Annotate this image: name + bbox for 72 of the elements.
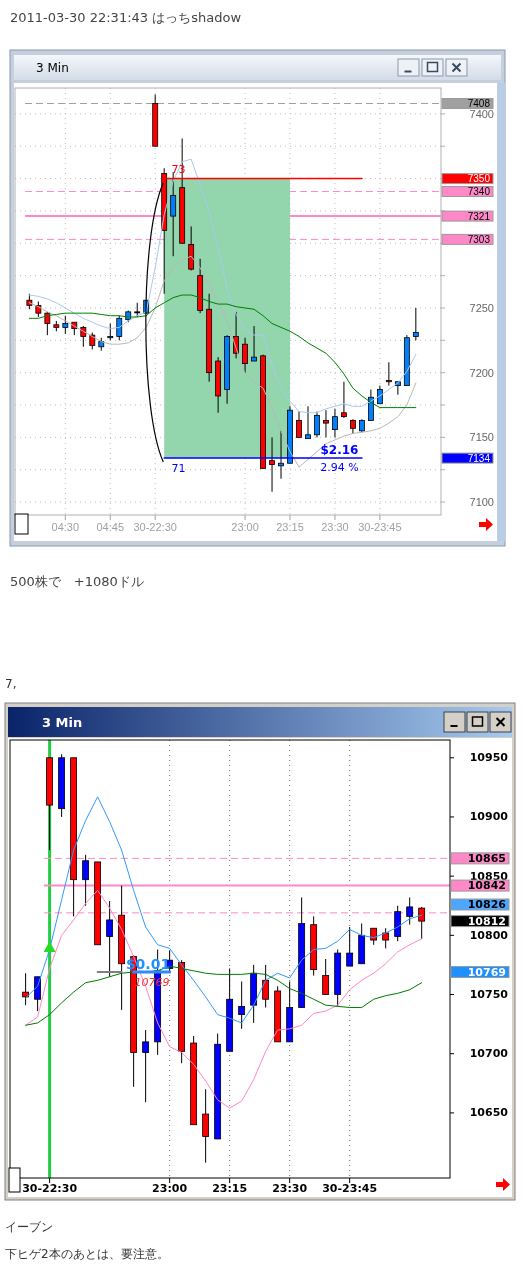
candlestick (242, 337, 248, 374)
y-tick-label: 10750 (469, 988, 509, 1002)
y-tick-label: 7200 (469, 366, 494, 379)
candlestick (412, 307, 419, 341)
y-tick-label: 7250 (469, 301, 494, 314)
candlestick (202, 1088, 210, 1164)
ref-line-label: 10842 (467, 879, 506, 893)
y-tick-label: 7150 (469, 431, 494, 444)
text: 7350 (467, 173, 491, 185)
candlestick (116, 315, 123, 341)
candlestick (332, 408, 338, 438)
candlestick (305, 405, 311, 440)
x-tick-label: 30-22:30 (22, 1182, 78, 1195)
candlestick (82, 854, 90, 907)
candlestick (262, 964, 270, 1009)
candlestick (170, 171, 177, 257)
text: 7, (5, 677, 17, 691)
candlestick (406, 896, 414, 926)
candlestick (341, 381, 347, 419)
y-tick-label: 10800 (469, 928, 509, 942)
annotation: 71 (171, 462, 186, 476)
y-tick-label: 10900 (469, 810, 509, 824)
y-tick-label: 10950 (469, 751, 509, 765)
x-tick-label: 23:30 (321, 521, 349, 533)
candlestick (106, 900, 114, 978)
text: 10812 (467, 914, 506, 928)
text: 500株で +1080ドル (10, 574, 144, 589)
annotation: $2.16 (320, 443, 359, 458)
text: 下ヒゲ2本のあとは、要注意。 (5, 1247, 169, 1261)
line-series (28, 294, 417, 409)
text: 10769 (467, 965, 506, 979)
candlestick (314, 410, 320, 438)
ref-line-label: 7408 (467, 98, 491, 110)
chart-title: 3 Min (36, 61, 69, 75)
candlestick (296, 410, 302, 438)
x-tick-label: 23:30 (272, 1182, 308, 1195)
y-tick-label: 10650 (469, 1106, 509, 1120)
text: イーブン (5, 1220, 53, 1234)
ref-line-label: 10865 (467, 851, 506, 865)
y-tick-label: 7100 (469, 496, 494, 509)
x-tick-label: 23:00 (231, 521, 259, 533)
x-tick-label: 30-23:45 (358, 521, 402, 533)
x-tick-label: 30-23:45 (322, 1182, 378, 1195)
candlestick (22, 972, 29, 1006)
x-tick-label: 30-22:30 (133, 521, 177, 533)
ref-line-label: 7340 (467, 186, 491, 198)
y-tick-label: 10700 (469, 1047, 509, 1061)
candlestick (269, 436, 275, 493)
text: 2011-03-30 22:31:43 はっちshadow (10, 10, 242, 25)
x-tick-label: 23:15 (212, 1182, 248, 1195)
candlestick (251, 325, 257, 362)
annotation: 2.94 % (320, 461, 359, 475)
candlestick (62, 315, 69, 335)
candlestick (142, 1029, 150, 1103)
ref-line-label: 7321 (467, 210, 491, 222)
x-tick-label: 04:45 (96, 521, 125, 533)
candlestick (278, 430, 284, 480)
candlestick (368, 388, 374, 422)
candlestick (238, 980, 246, 1030)
x-tick-label: 23:15 (276, 521, 304, 533)
candlestick (322, 958, 330, 996)
x-tick-label: 04:30 (51, 521, 80, 533)
candlestick (323, 409, 329, 438)
x-tick-label: 23:00 (152, 1182, 188, 1195)
candlestick (385, 361, 392, 387)
candlestick (346, 926, 354, 967)
candlestick (382, 927, 390, 949)
y-tick-label: 7400 (469, 107, 494, 120)
chart-title: 3 Min (42, 715, 83, 730)
text: 7134 (467, 452, 491, 464)
ref-line-label: 7303 (467, 233, 491, 245)
text: 10826 (467, 898, 507, 911)
